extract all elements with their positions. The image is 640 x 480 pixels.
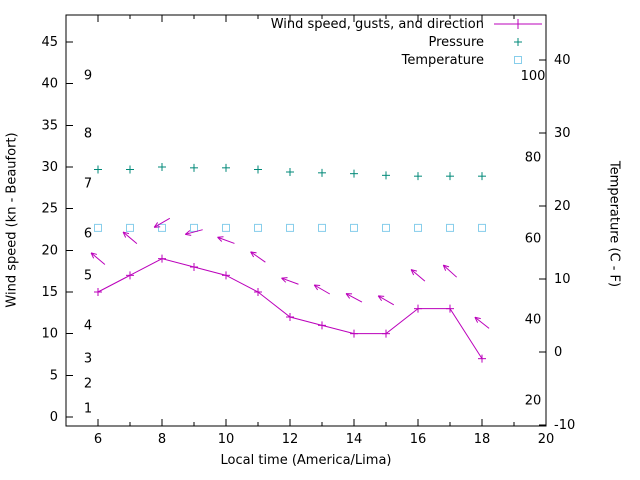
svg-text:3: 3	[84, 352, 92, 367]
left-axis-title: Wind speed (kn - Beaufort)	[4, 132, 20, 308]
svg-text:40: 40	[525, 313, 542, 328]
svg-text:20: 20	[41, 243, 58, 258]
svg-text:7: 7	[84, 177, 92, 192]
svg-text:20: 20	[538, 432, 555, 447]
svg-text:15: 15	[41, 285, 58, 300]
svg-text:8: 8	[158, 432, 166, 447]
svg-text:30: 30	[554, 126, 571, 141]
legend-label-pressure: Pressure	[428, 34, 484, 50]
svg-text:80: 80	[525, 150, 542, 165]
svg-text:20: 20	[525, 394, 542, 409]
svg-text:0: 0	[554, 345, 562, 360]
svg-text:0: 0	[50, 410, 58, 425]
svg-text:4: 4	[84, 318, 92, 333]
svg-text:5: 5	[84, 268, 92, 283]
svg-text:8: 8	[84, 127, 92, 142]
svg-text:9: 9	[84, 68, 92, 83]
svg-text:10: 10	[41, 327, 58, 342]
svg-text:-10: -10	[554, 418, 575, 433]
legend-item-wind: Wind speed, gusts, and direction	[66, 15, 546, 33]
svg-text:16: 16	[410, 432, 427, 447]
wind-line-plus-icon	[494, 19, 542, 29]
legend-item-pressure: Pressure	[66, 33, 546, 51]
svg-text:18: 18	[474, 432, 491, 447]
svg-text:35: 35	[41, 118, 58, 133]
temperature-square-icon	[514, 56, 522, 64]
right-axis-title: Temperature (C - F)	[606, 160, 622, 288]
svg-text:40: 40	[554, 53, 571, 68]
svg-text:10: 10	[554, 272, 571, 287]
svg-text:1: 1	[84, 402, 92, 417]
svg-text:6: 6	[94, 432, 102, 447]
x-axis-title: Local time (America/Lima)	[220, 453, 392, 468]
svg-text:30: 30	[41, 160, 58, 175]
legend: Wind speed, gusts, and direction Pressur…	[66, 15, 546, 69]
svg-text:10: 10	[218, 432, 235, 447]
svg-text:100: 100	[521, 69, 546, 84]
svg-text:60: 60	[525, 231, 542, 246]
svg-text:5: 5	[50, 368, 58, 383]
svg-text:12: 12	[282, 432, 299, 447]
svg-text:14: 14	[346, 432, 363, 447]
legend-label-wind: Wind speed, gusts, and direction	[270, 16, 484, 32]
pressure-plus-icon	[514, 38, 522, 46]
legend-label-temperature: Temperature	[401, 52, 484, 68]
svg-text:2: 2	[84, 377, 92, 392]
svg-text:20: 20	[554, 199, 571, 214]
svg-text:6: 6	[84, 227, 92, 242]
svg-text:25: 25	[41, 202, 58, 217]
legend-item-temperature: Temperature	[66, 51, 546, 69]
svg-text:40: 40	[41, 77, 58, 92]
svg-text:45: 45	[41, 35, 58, 50]
